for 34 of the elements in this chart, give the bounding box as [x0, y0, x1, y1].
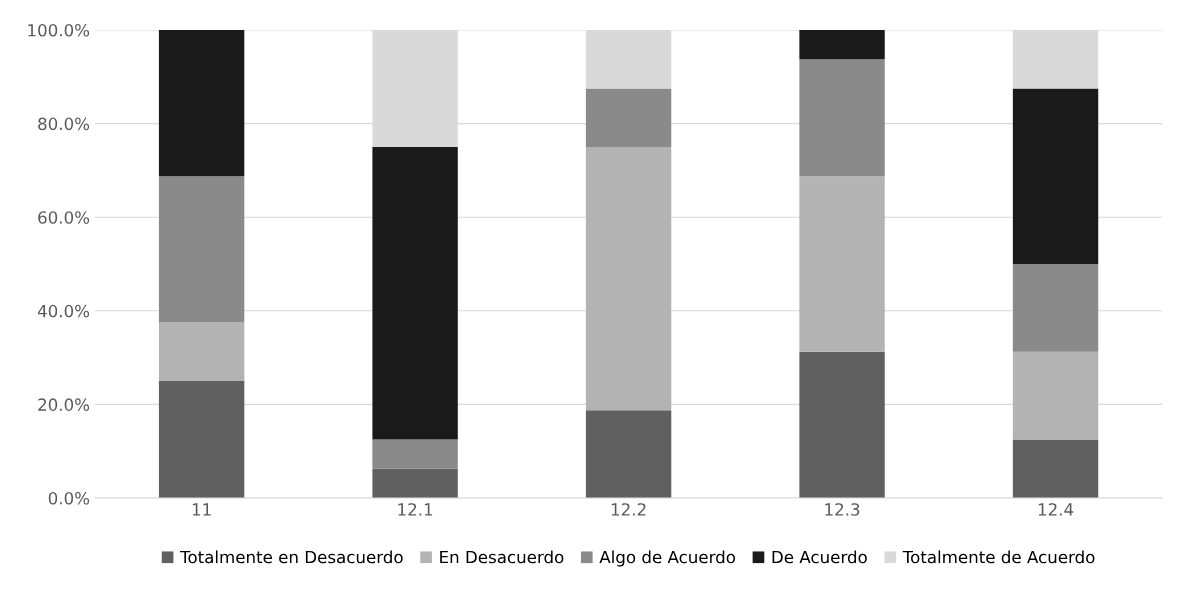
- legend-label: Totalmente en Desacuerdo: [180, 550, 403, 564]
- bar: [585, 88, 672, 147]
- bar: [1012, 88, 1099, 264]
- bar: [799, 176, 885, 352]
- y-tick-label: 20.0%: [38, 398, 90, 411]
- bar: [158, 381, 245, 498]
- bar: [585, 410, 672, 498]
- bar: [1012, 264, 1099, 352]
- y-tick-label: 100.0%: [28, 23, 90, 37]
- legend-label: Totalmente de Acuerdo: [902, 550, 1095, 564]
- y-tick-label: 60.0%: [38, 211, 90, 224]
- y-tick-label: 0.0%: [48, 491, 90, 505]
- legend-label: Algo de Acuerdo: [599, 550, 736, 567]
- bar: [799, 30, 885, 60]
- y-tick-label: 40.0%: [37, 304, 90, 318]
- bar: [158, 176, 245, 323]
- x-tick-label: 12.2: [611, 503, 646, 516]
- x-tick-label: 12.1: [398, 503, 433, 516]
- bar: [158, 30, 245, 177]
- bar: [372, 439, 458, 469]
- bar: [585, 147, 672, 411]
- legend-label: En Desacuerdo: [440, 550, 564, 564]
- bar: [1012, 439, 1099, 498]
- bar: [158, 322, 245, 381]
- legend-label: De Acuerdo: [772, 550, 867, 564]
- bar: [1012, 351, 1099, 440]
- bar: [799, 351, 885, 498]
- x-tick-label: 12.3: [825, 503, 860, 516]
- bar: [372, 468, 458, 498]
- x-tick-label: 11: [192, 503, 211, 516]
- bar: [799, 59, 885, 177]
- x-tick-label: 12.4: [1038, 503, 1074, 516]
- bar: [372, 147, 458, 440]
- y-tick-label: 80.0%: [38, 117, 90, 131]
